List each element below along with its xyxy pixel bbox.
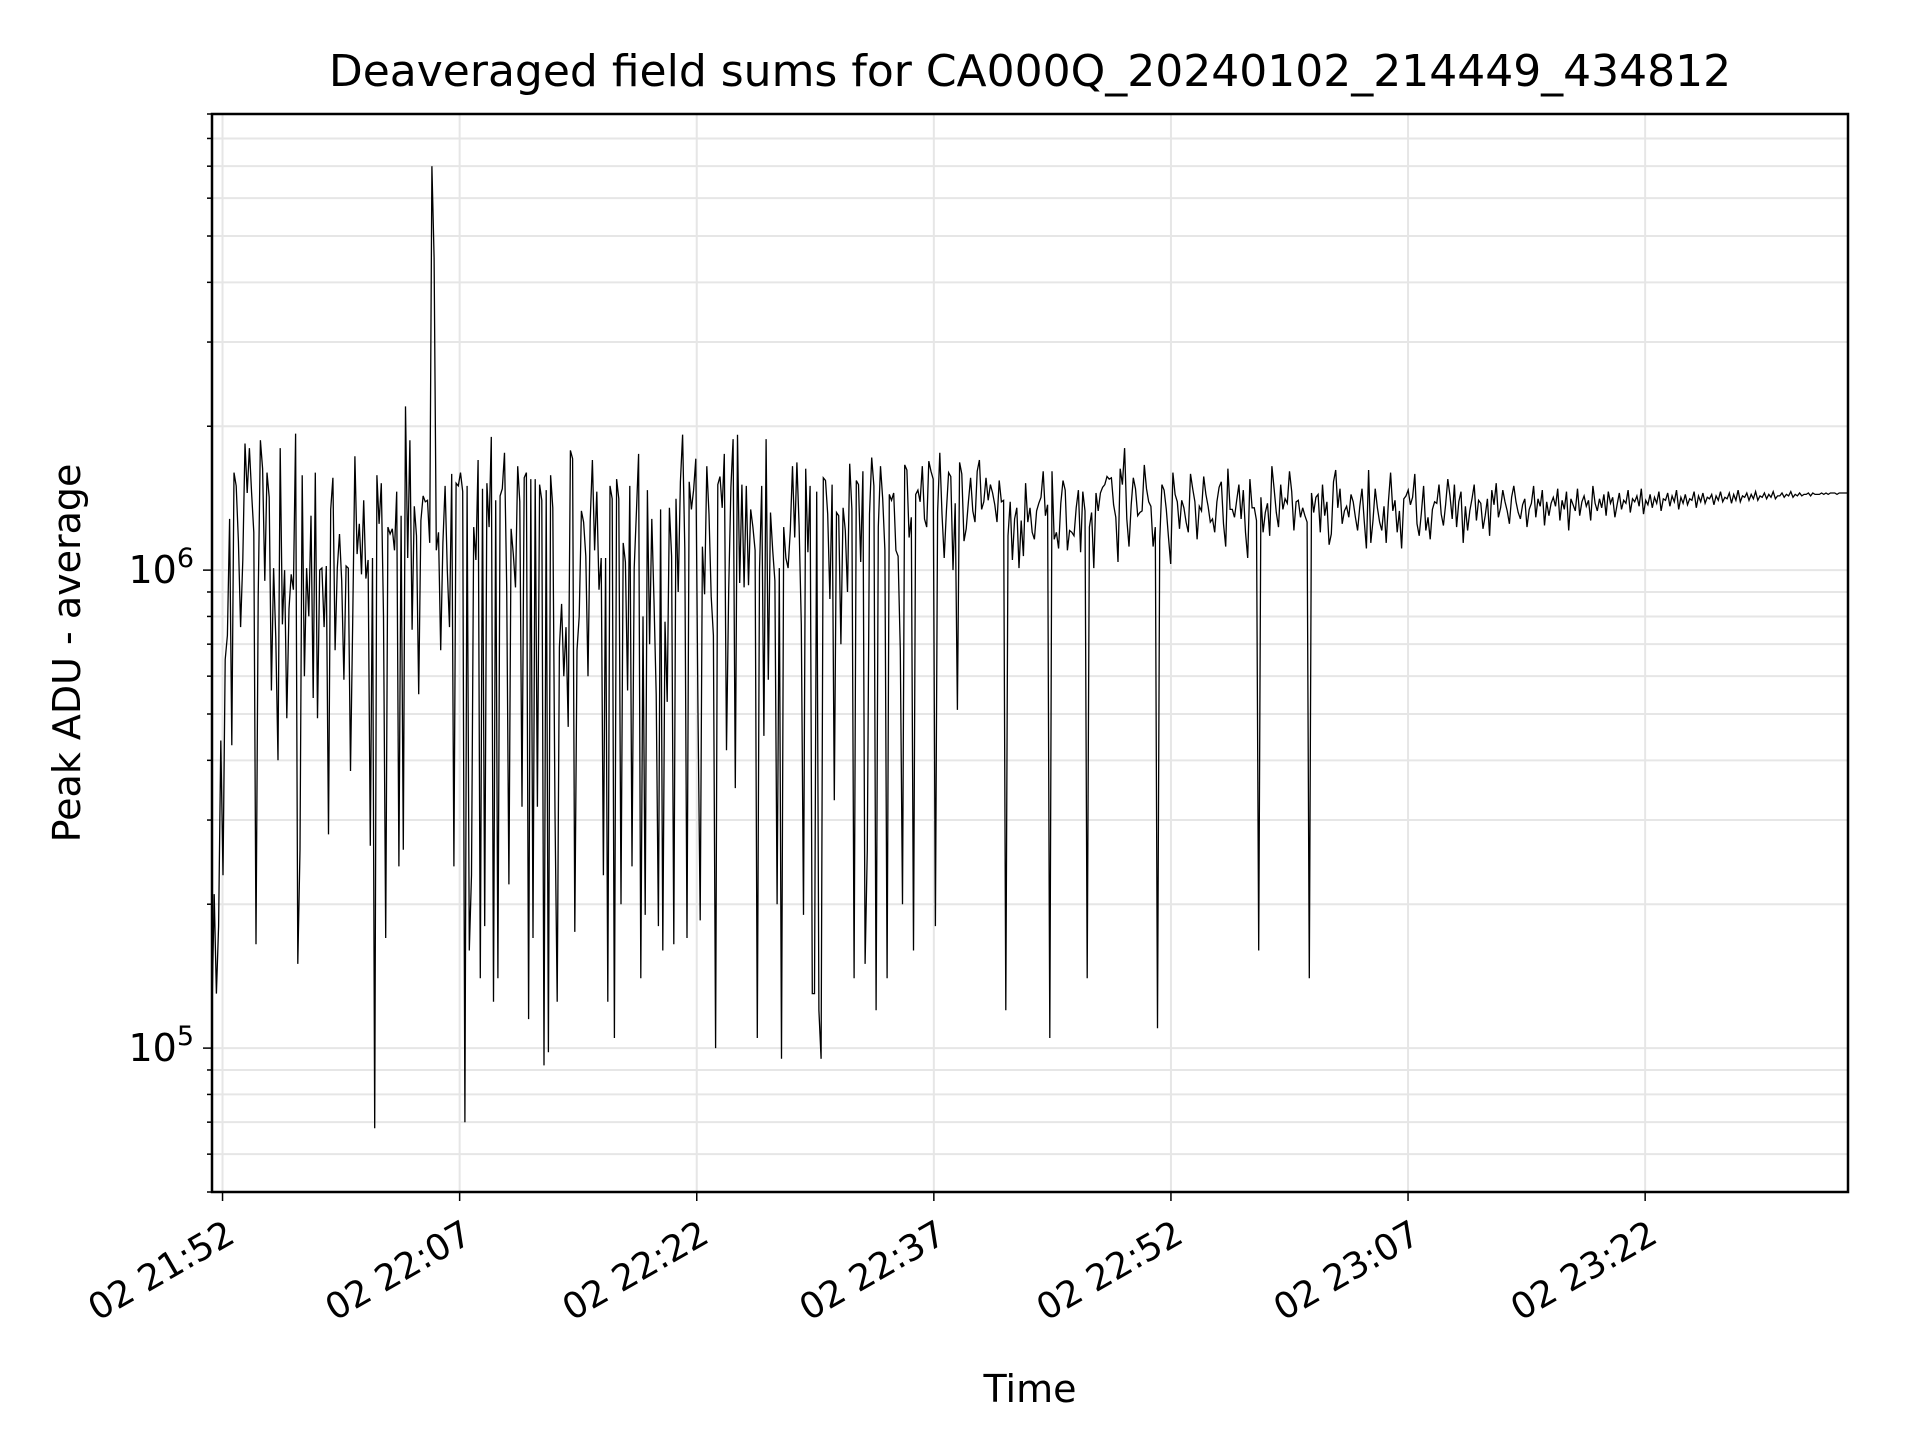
series-polyline: [211, 166, 1848, 1129]
chart-title: Deaveraged field sums for CA000Q_2024010…: [329, 46, 1731, 97]
x-axis-label: Time: [983, 1367, 1077, 1411]
x-tick-label: 02 21:52: [82, 1213, 242, 1329]
plot-frame: [210, 112, 1850, 1194]
axes: 02 21:52 02 22:07 02 22:22 02 22:37 02 22:52…: [82, 113, 1664, 1329]
x-tick-label: 02 22:22: [556, 1213, 716, 1329]
grid: [212, 113, 1848, 1193]
y-tick-label: 106: [128, 543, 194, 592]
x-tick-label: 02 23:22: [1504, 1213, 1664, 1329]
x-tick-label: 02 23:07: [1267, 1213, 1427, 1329]
x-tick-label: 02 22:07: [319, 1213, 479, 1329]
y-tick-label: 105: [128, 1021, 194, 1070]
y-axis-label: Peak ADU - average: [45, 464, 89, 843]
x-tick-label: 02 22:37: [793, 1213, 953, 1329]
x-tick-label: 02 22:52: [1030, 1213, 1190, 1329]
series-line: [211, 166, 1848, 1129]
